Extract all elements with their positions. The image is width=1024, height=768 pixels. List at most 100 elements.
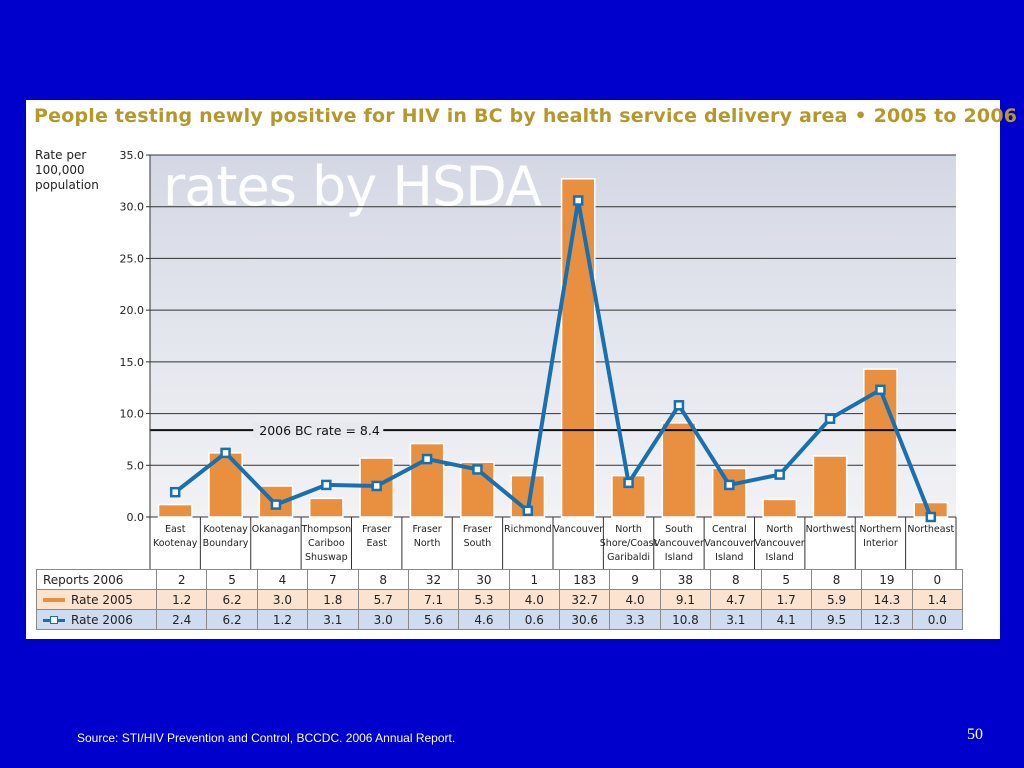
table-cell: 5 (206, 569, 258, 590)
y-tick-label: 35.0 (120, 149, 145, 162)
table-cell: 4.7 (710, 589, 762, 610)
table-cell: 30 (458, 569, 510, 590)
source-note: Source: STI/HIV Prevention and Control, … (77, 731, 456, 745)
x-tick-label: East Kootenay (153, 524, 198, 549)
row-header: Rate 2006 (36, 609, 157, 630)
x-tick-label: Fraser South (463, 524, 492, 549)
table-row: Reports 2006 2 5 4 7 8 32 30 1 183 9 38 8 5 8 19 0 (36, 569, 964, 590)
bar-rate-2005 (661, 422, 697, 518)
point-rate-2006 (724, 479, 735, 491)
table-cell: 8 (357, 569, 409, 590)
point-rate-2006 (472, 464, 483, 475)
table-cell: 0.0 (911, 609, 964, 630)
reference-label: 2006 BC rate = 8.4 (259, 423, 380, 438)
table-cell: 10.8 (659, 609, 712, 630)
x-tick-label: South Vancouver Island (654, 524, 704, 563)
page-number: 50 (967, 726, 983, 743)
x-tick-label: Richmond (504, 524, 552, 535)
table-cell: 183 (558, 569, 611, 590)
bar-rate-2005 (157, 503, 193, 518)
chart-panel: rates by HSDA 2006 BC rate = 8.4 0.0 5.0 1… (26, 100, 1017, 639)
table-cell: 6.2 (206, 589, 258, 610)
table-cell: 1.7 (760, 589, 812, 610)
legend-line-swatch (43, 615, 65, 624)
reference-label-bg (253, 422, 384, 439)
point-rate-2006 (421, 453, 433, 465)
table-cell: 9.1 (659, 589, 712, 610)
y-tick-label: 15.0 (120, 356, 145, 369)
bar-rate-2005 (560, 178, 596, 518)
bar-rate-2005 (863, 368, 898, 518)
table-cell: 14.3 (861, 589, 913, 610)
table-cell: 1.8 (307, 589, 359, 610)
table-row: Rate 2005 1.2 6.2 3.0 1.8 5.7 7.1 5.3 4.0 32.7 4.0… (36, 589, 964, 610)
x-tick-label: Northwest (806, 524, 855, 535)
point-rate-2006 (875, 384, 886, 396)
table-cell: 5.7 (357, 589, 409, 610)
point-rate-2006 (371, 480, 382, 492)
point-rate-2006 (522, 505, 534, 517)
table-cell: 3.3 (609, 609, 661, 630)
table-cell: 4.0 (508, 589, 561, 610)
line-rate-2006 (173, 198, 933, 518)
table-row: Rate 2006 2.4 6.2 1.2 3.1 3.0 5.6 4.6 0.6 30.6 3.3… (36, 609, 964, 630)
y-axis-label: Rate per 100,000 population (35, 148, 99, 192)
bar-rate-2005 (308, 497, 344, 518)
chart-plot: rates by HSDA 2006 BC rate = 8.4 0.0 5.0 1… (120, 149, 957, 569)
table-cell: 0 (911, 569, 964, 590)
table-cell: 1 (508, 569, 561, 590)
point-rate-2006 (572, 195, 584, 206)
x-tick-label: Northern Interior (859, 524, 901, 549)
x-tick-label: Fraser North (412, 524, 441, 549)
x-tick-label: Central Vancouver Island (704, 524, 754, 563)
table-cell: 4.1 (760, 609, 812, 630)
x-tick-label: Fraser East (362, 524, 391, 549)
table-cell: 3.0 (357, 609, 409, 630)
chart-title: People testing newly positive for HIV in… (34, 105, 1018, 127)
y-tick-label: 0.0 (127, 511, 145, 524)
row-header: Rate 2005 (36, 589, 157, 610)
table-cell: 4 (256, 569, 309, 590)
table-cell: 8 (810, 569, 863, 590)
row-header: Reports 2006 (36, 569, 157, 590)
x-tick-label: Vancouver (553, 524, 603, 535)
table-cell: 1.4 (911, 589, 964, 610)
point-rate-2006 (673, 400, 685, 411)
table-cell: 5.3 (458, 589, 510, 610)
point-rate-2006 (169, 486, 181, 498)
x-tick-label: Kootenay Boundary (203, 524, 249, 549)
table-cell: 2.4 (155, 609, 208, 630)
bar-rate-2005 (812, 455, 848, 518)
x-tick-label: Thompson Cariboo Shuswap (300, 524, 351, 563)
table-cell: 8 (710, 569, 762, 590)
bar-rate-2005 (711, 467, 747, 518)
legend-bar-swatch (43, 598, 65, 602)
table-cell: 2 (155, 569, 208, 590)
point-rate-2006 (774, 469, 785, 480)
table-cell: 7 (307, 569, 359, 590)
table-cell: 5.9 (810, 589, 863, 610)
table-cell: 9 (609, 569, 661, 590)
table-cell: 3.1 (710, 609, 762, 630)
table-cell: 1.2 (256, 609, 309, 630)
x-tick-label: North Vancouver Island (755, 524, 805, 563)
x-tick-label: North Shore/Coast Garibaldi (600, 524, 658, 563)
y-tick-label: 30.0 (120, 201, 145, 214)
table-cell: 5 (760, 569, 812, 590)
point-rate-2006 (220, 447, 231, 459)
table-cell: 30.6 (558, 609, 611, 630)
point-rate-2006 (623, 477, 634, 489)
table-cell: 4.0 (609, 589, 661, 610)
table-cell: 6.2 (206, 609, 258, 630)
table-cell: 1.2 (155, 589, 208, 610)
table-cell: 12.3 (861, 609, 913, 630)
table-cell: 7.1 (407, 589, 460, 610)
table-cell: 0.6 (508, 609, 561, 630)
point-rate-2006 (824, 413, 836, 424)
y-tick-label: 10.0 (120, 408, 145, 421)
y-tick-label: 20.0 (120, 304, 145, 317)
point-rate-2006 (925, 511, 937, 523)
table-cell: 3.0 (256, 589, 309, 610)
table-cell: 3.1 (307, 609, 359, 630)
table-cell: 4.6 (458, 609, 510, 630)
